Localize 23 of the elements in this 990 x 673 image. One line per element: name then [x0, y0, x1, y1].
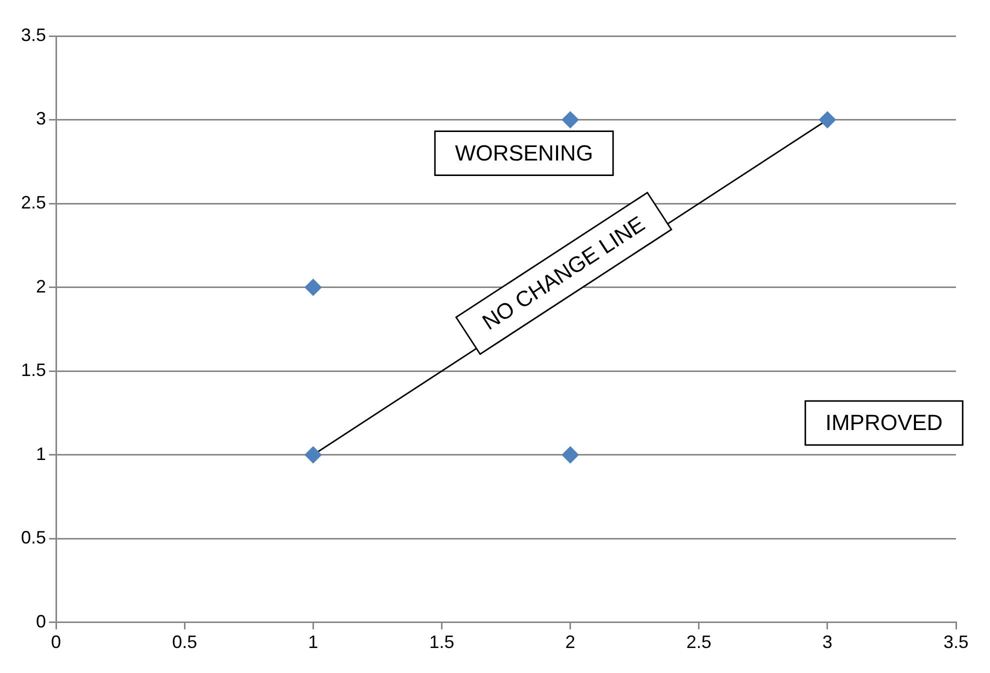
x-tick-label: 3: [822, 632, 832, 652]
x-tick-label: 1.5: [429, 632, 454, 652]
y-tick-label: 0: [36, 611, 46, 632]
y-tick-label: 0.5: [20, 528, 46, 548]
y-tick-label: 3.5: [20, 24, 46, 45]
x-tick-label: 2.5: [686, 632, 712, 652]
point: [304, 278, 322, 296]
point: [562, 446, 579, 464]
y-tick-label: 1: [36, 444, 46, 464]
x-tick-label: 3.5: [943, 632, 969, 652]
x-tick-label: 1: [308, 632, 318, 652]
y-tick-label: 2.5: [20, 192, 46, 213]
y-tick-label: 3: [36, 108, 46, 129]
point: [818, 111, 836, 128]
y-tick-label: 1.5: [20, 360, 46, 380]
point: [562, 111, 579, 128]
x-tick-label: 0: [51, 632, 62, 652]
y-tick-label: 2: [36, 276, 46, 296]
annotation: IMPROVED: [825, 410, 943, 436]
x-tick-label: 0.5: [172, 632, 198, 652]
annotation: WORSENING: [454, 140, 594, 166]
point: [304, 446, 322, 464]
x-tick-label: 2: [565, 632, 576, 652]
